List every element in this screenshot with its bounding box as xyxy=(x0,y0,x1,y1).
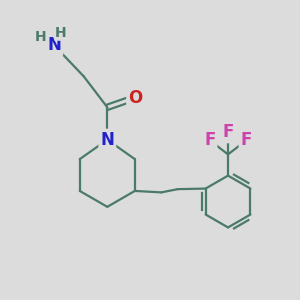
Text: F: F xyxy=(204,131,215,149)
Text: F: F xyxy=(241,131,252,149)
Text: N: N xyxy=(100,131,114,149)
Text: H: H xyxy=(34,30,46,44)
Text: O: O xyxy=(128,88,142,106)
Text: N: N xyxy=(47,37,61,55)
Text: H: H xyxy=(55,26,67,40)
Text: F: F xyxy=(222,123,234,141)
